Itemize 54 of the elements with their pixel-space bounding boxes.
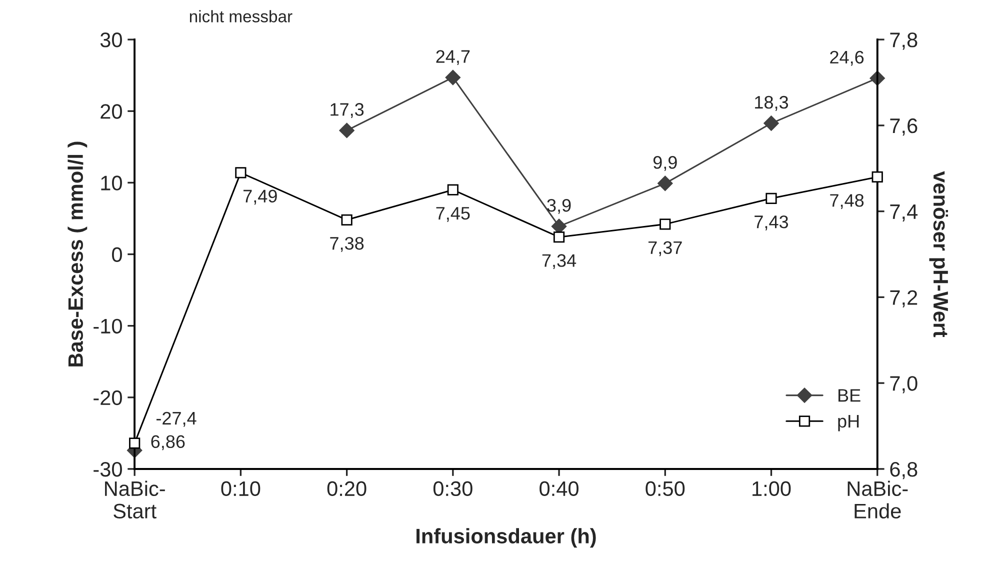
y-axis-title: Base-Excess ( mmol/l ) (68, 142, 88, 366)
data-label: 18,3 (755, 96, 788, 111)
legend-label: BE (838, 389, 860, 402)
x-tick-label: NaBic- Start (105, 480, 165, 518)
point (766, 192, 777, 204)
data-label: 6,86 (151, 435, 185, 450)
data-label: 7,45 (436, 207, 470, 222)
point (129, 438, 140, 449)
data-label: 9,9 (653, 156, 677, 171)
point (339, 122, 354, 138)
point (660, 218, 671, 230)
legend-label: pH (838, 415, 859, 432)
y-tick-label: -20 (94, 390, 122, 406)
y-tick-label: -10 (94, 318, 122, 334)
point (445, 70, 460, 86)
y2-tick-label: 7,4 (890, 204, 918, 222)
y-tick-label: -30 (94, 462, 122, 477)
y2-tick-label: 6,8 (890, 462, 918, 480)
y2-axis-title: venöser pH-Wert (929, 171, 948, 338)
y2-tick-label: 7,8 (890, 32, 918, 50)
data-label: 7,49 (244, 190, 277, 205)
point (341, 214, 352, 226)
x-tick-label: 0:20 (327, 481, 366, 496)
y-tick-label: 0 (112, 247, 122, 262)
data-label: 7,34 (542, 254, 576, 270)
x-tick-label: NaBic- Ende (848, 480, 908, 518)
x-tick-label: 0:10 (221, 481, 260, 496)
y2-tick-label: 7,2 (890, 290, 918, 308)
data-label: 7,43 (754, 215, 788, 230)
x-tick-label: 0:40 (540, 481, 578, 496)
y-tick-label: 30 (100, 32, 122, 48)
data-label: 7,37 (648, 241, 682, 256)
data-label: 17,3 (330, 103, 364, 118)
point (447, 184, 458, 196)
point (764, 116, 779, 131)
x-tick-label: 0:30 (433, 481, 472, 496)
data-label: 24,6 (830, 50, 864, 66)
y2-tick-label: 7,6 (890, 118, 918, 136)
text: nicht messbar (190, 10, 292, 22)
x-axis-title: Infusionsdauer (h) (416, 528, 596, 548)
point (658, 176, 673, 191)
data-label: -27,4 (156, 412, 196, 427)
point (553, 232, 565, 243)
y2-tick-label: 7,0 (890, 376, 918, 394)
point (235, 167, 246, 178)
y-tick-label: 10 (101, 176, 122, 190)
data-label: 7,48 (830, 194, 864, 209)
y-tick-label: 20 (100, 104, 122, 119)
x-tick-label: 1:00 (752, 481, 791, 496)
point (872, 171, 883, 183)
data-label: 24,7 (436, 50, 470, 66)
data-label: 3,9 (547, 198, 571, 214)
x-tick-label: 0:50 (646, 481, 685, 496)
data-label: 7,38 (330, 236, 364, 252)
